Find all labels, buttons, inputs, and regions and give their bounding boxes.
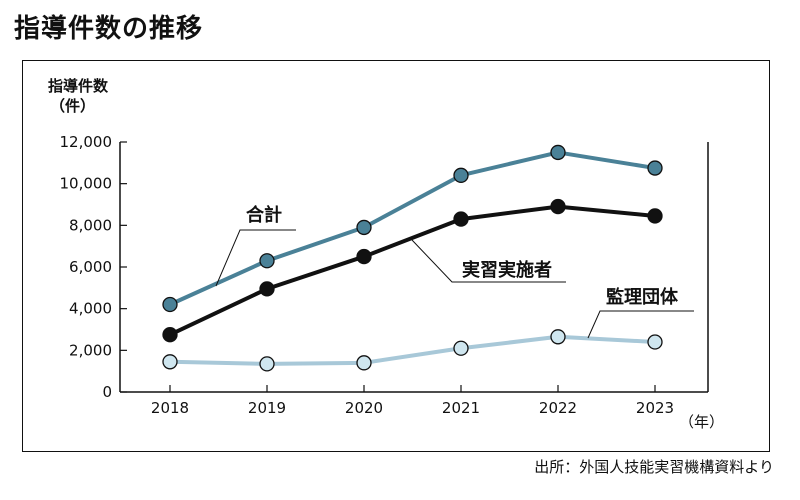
series-line xyxy=(169,204,656,337)
series-leader-line xyxy=(587,310,694,339)
data-point xyxy=(550,198,566,215)
series-line xyxy=(169,334,656,366)
x-tick-label: 2021 xyxy=(442,399,480,417)
data-point xyxy=(356,248,372,265)
series-label: 合計 xyxy=(246,204,282,226)
y-tick-label: 0 xyxy=(102,383,112,401)
data-point xyxy=(550,144,566,161)
y-tick-label: 10,000 xyxy=(60,175,113,193)
x-tick-label: 2019 xyxy=(248,399,286,417)
y-tick-label: 4,000 xyxy=(69,300,112,318)
y-axis-unit: （件） xyxy=(50,97,96,115)
chart-title: 指導件数の推移 xyxy=(14,14,204,44)
chart-frame xyxy=(22,60,770,452)
series-label: 実習実施者 xyxy=(462,259,552,281)
data-point xyxy=(162,327,178,343)
x-tick-label: 2022 xyxy=(539,399,577,417)
x-tick-label: 2018 xyxy=(151,399,189,417)
x-tick-label: 2020 xyxy=(345,399,383,417)
data-point xyxy=(259,281,275,297)
data-point xyxy=(647,208,663,224)
data-point xyxy=(162,354,178,370)
y-tick-label: 6,000 xyxy=(69,258,112,276)
data-point xyxy=(453,340,469,356)
series-leader-line xyxy=(215,229,296,287)
y-tick-label: 8,000 xyxy=(69,216,112,234)
data-point xyxy=(259,253,275,269)
y-tick-label: 2,000 xyxy=(69,341,112,359)
y-axis-label: 指導件数 （件） xyxy=(48,76,108,116)
data-point xyxy=(453,167,469,183)
y-axis-title: 指導件数 xyxy=(48,77,109,95)
data-point xyxy=(356,355,372,371)
data-point xyxy=(453,211,469,227)
x-axis-unit: （年） xyxy=(679,413,724,431)
data-point xyxy=(259,356,275,372)
data-point xyxy=(550,329,566,345)
x-tick-label: 2023 xyxy=(636,399,674,417)
data-point xyxy=(162,296,178,313)
data-point xyxy=(647,160,663,176)
series-label: 監理団体 xyxy=(606,286,679,308)
y-tick-label: 12,000 xyxy=(60,133,113,151)
data-point xyxy=(647,334,663,350)
data-point xyxy=(356,219,372,236)
source-note: 出所：外国人技能実習機構資料より xyxy=(534,458,774,476)
series-line xyxy=(169,150,656,307)
series-leader-line xyxy=(411,239,566,283)
